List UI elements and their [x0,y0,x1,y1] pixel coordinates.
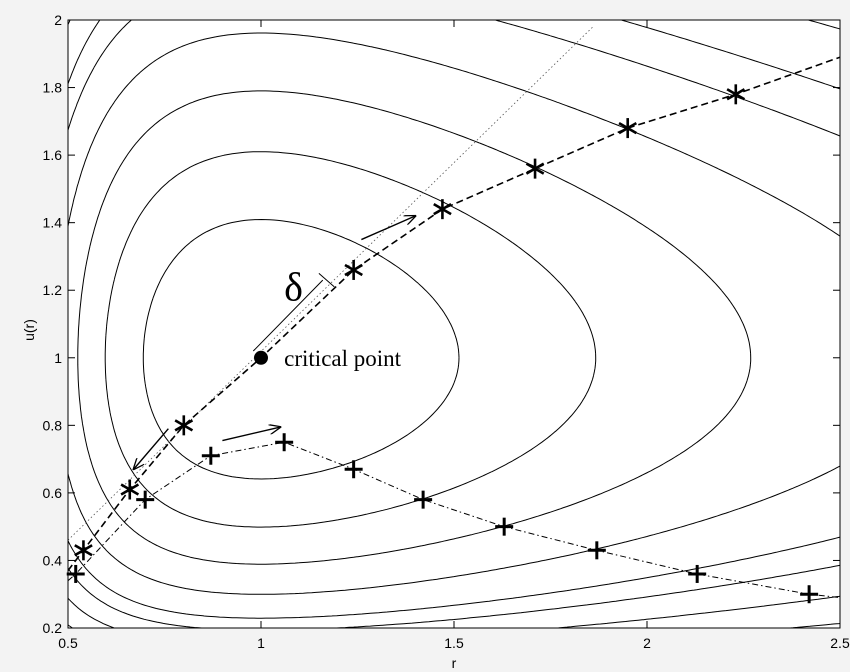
annotation-layer: δ critical point [284,264,401,370]
delta-label: δ [284,264,303,309]
marker-layer [66,84,819,604]
series-layer [68,56,840,599]
y-tick-label: 0.8 [43,417,63,433]
plus-marker [136,490,155,509]
plus-marker [66,564,85,583]
x-tick-label: 1.5 [444,635,464,651]
x-tick-label: 0.5 [58,635,78,651]
critical-point-label: critical point [284,346,401,371]
plus-marker [344,460,363,479]
y-tick-label: 1.4 [43,215,63,231]
y-tick-label: 0.2 [43,620,63,636]
contour-line [68,20,840,628]
contour-line [68,32,840,595]
contour-line [142,219,460,480]
plus-marker [495,517,514,536]
contour-line [68,623,840,628]
y-tick-label: 1 [54,350,62,366]
contour-line [68,20,840,619]
plus-marker [587,541,606,560]
y-tick-label: 1.2 [43,282,63,298]
axes: 0.5 1 1.5 2 2.5 0.2 0.4 0.6 0.8 1 1.2 1.4 1.6 1.8 2 [43,12,850,651]
critical-point-dot [254,350,268,365]
plot-area-background [68,20,840,628]
plus-marker [275,433,294,452]
plus-marker [688,564,707,583]
arrow-middle [222,427,280,442]
star-marker [174,415,194,436]
y-tick-label: 2 [54,12,62,28]
contour-line [104,151,597,528]
plus-marker [800,585,819,604]
y-tick-label: 0.4 [43,552,63,568]
series-line-1 [68,56,840,572]
arrow-upper [361,216,415,241]
star-marker [726,84,746,105]
y-tick-label: 0.6 [43,485,63,501]
plus-marker [201,446,220,465]
star-marker [433,199,452,220]
y-tick-label: 1.6 [43,147,63,163]
star-marker [74,540,93,561]
delta-bracket [252,272,335,352]
x-tick-label: 2 [643,635,651,651]
star-marker [344,259,363,280]
y-tick-label: 1.8 [43,80,63,96]
star-marker [525,158,545,179]
arrow-lower-left [134,428,169,470]
plus-marker [414,490,433,509]
star-marker [618,118,638,139]
contour-lines [68,20,840,628]
series-line-2 [68,441,840,599]
y-axis-title: u(r) [21,319,37,341]
x-tick-label: 1 [257,635,265,651]
x-axis-title: r [452,655,457,671]
x-tick-label: 2.5 [830,635,850,651]
star-marker [120,479,140,500]
contour-line [77,90,752,565]
